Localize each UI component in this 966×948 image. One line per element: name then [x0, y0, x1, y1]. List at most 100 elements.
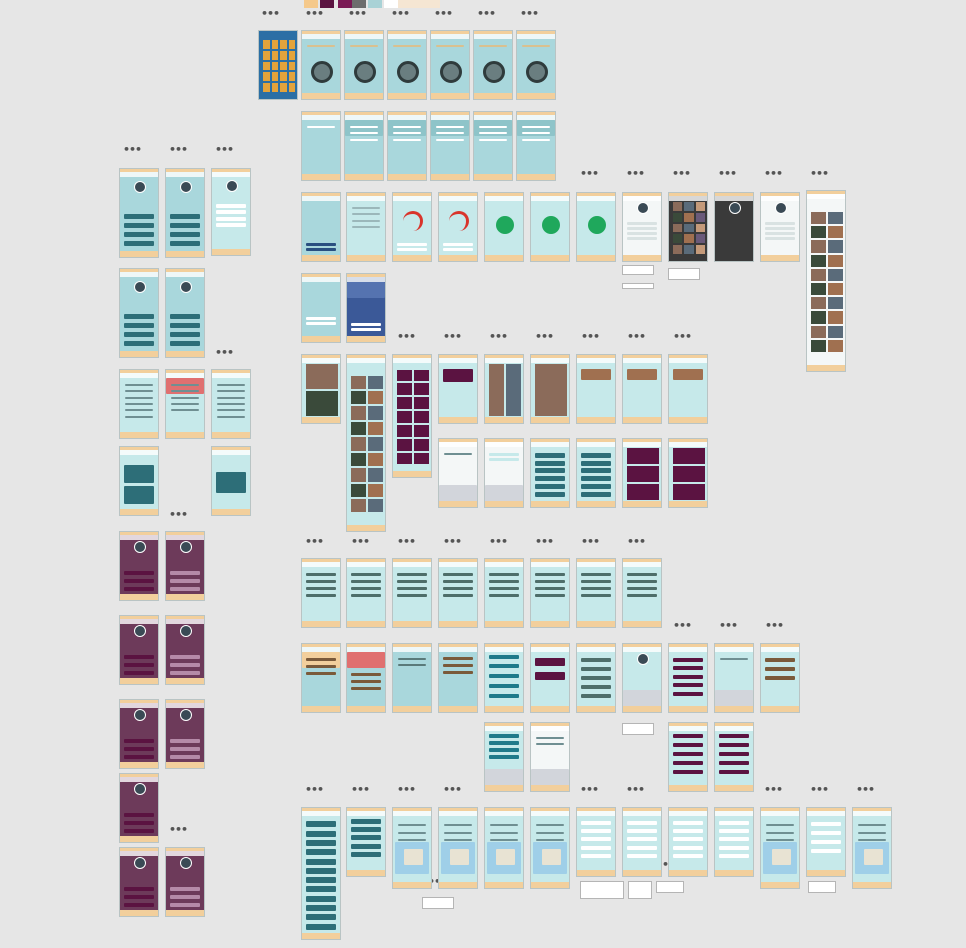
photo-thumbnail: [684, 234, 694, 244]
status-bar: [388, 112, 426, 115]
status-bar: [531, 723, 569, 726]
more-options-icon: •••: [351, 535, 370, 548]
phone-screen: [714, 722, 754, 792]
content-row: [123, 671, 155, 676]
text-line: [124, 402, 154, 405]
nav-bar: [669, 442, 707, 447]
photo-thumbnail: [368, 437, 383, 451]
phone-screen: [119, 615, 159, 685]
nav-bar: [531, 196, 569, 201]
text-line: [535, 737, 565, 739]
content-row: [488, 754, 520, 759]
phone-screen: [668, 438, 708, 508]
photo-thumbnail: [673, 223, 683, 233]
more-options-icon: •••: [626, 783, 645, 796]
content-row: [672, 845, 704, 850]
phone-screen: [484, 558, 524, 628]
content-row: [350, 323, 382, 326]
content-row: [718, 760, 750, 765]
more-options-icon: •••: [627, 330, 646, 343]
nav-bar: [439, 811, 477, 816]
status-bar: [623, 644, 661, 647]
photo-thumbnail: [414, 397, 429, 410]
content-row: [810, 840, 842, 845]
content-row: [169, 894, 201, 899]
more-options-icon: •••: [215, 346, 234, 359]
phone-screen: [473, 111, 513, 181]
phone-screen: [806, 807, 846, 877]
more-options-icon: •••: [169, 508, 188, 521]
phone-screen: [530, 722, 570, 792]
status-bar: [485, 644, 523, 647]
map-land: [496, 849, 516, 866]
content-row: [488, 747, 520, 752]
content-row: [123, 485, 155, 504]
status-bar: [393, 644, 431, 647]
loading-arc: [449, 211, 469, 231]
status-bar: [345, 112, 383, 115]
phone-screen: [438, 354, 478, 424]
phone-screen: [576, 192, 616, 262]
tab-bar: [531, 621, 569, 627]
header-band: [347, 282, 385, 298]
progress-ring: [397, 60, 419, 83]
status-bar: [431, 31, 469, 34]
photo-thumbnail: [263, 39, 270, 49]
content-row: [580, 685, 612, 690]
status-bar: [761, 644, 799, 647]
content-row: [305, 914, 337, 921]
content-row: [350, 852, 382, 858]
map-land: [542, 849, 562, 866]
tab-bar: [715, 706, 753, 712]
content-row: [350, 687, 382, 691]
nav-bar: [212, 450, 250, 455]
avatar: [180, 180, 192, 193]
photo-thumbnail: [368, 498, 383, 513]
status-bar: [531, 193, 569, 196]
photo-thumbnail: [673, 447, 705, 464]
content-row: [672, 683, 704, 688]
content-row: [396, 587, 428, 590]
content-row: [718, 742, 750, 747]
photo-thumbnail: [306, 363, 338, 389]
tab-bar: [715, 785, 753, 791]
tab-bar: [531, 255, 569, 261]
nav-bar: [439, 442, 477, 447]
tab-bar: [347, 255, 385, 261]
tab-bar: [474, 174, 512, 180]
content-row: [672, 751, 704, 756]
tab-bar: [120, 910, 158, 916]
status-bar: [715, 644, 753, 647]
photo-thumbnail: [684, 223, 694, 233]
content-row: [718, 733, 750, 738]
tab-bar: [439, 501, 477, 507]
status-bar: [120, 848, 158, 851]
content-row: [580, 491, 612, 497]
photo-thumbnail: [811, 226, 826, 239]
tab-bar: [623, 870, 661, 876]
content-row: [169, 578, 201, 583]
tab-bar: [577, 870, 615, 876]
avatar: [180, 541, 192, 554]
photo-thumbnail: [271, 61, 278, 71]
tab-bar: [669, 501, 707, 507]
more-options-icon: •••: [397, 330, 416, 343]
photo-thumbnail: [263, 72, 270, 82]
tab-bar: [302, 174, 340, 180]
phone-screen: [668, 807, 708, 877]
photo-thumbnail: [695, 245, 705, 255]
content-row: [396, 243, 428, 247]
dialog-popup: [622, 265, 654, 275]
content-row: [169, 886, 201, 891]
text-line: [765, 839, 795, 842]
more-options-icon: •••: [443, 783, 462, 796]
photo-thumbnail: [280, 50, 287, 60]
status-bar: [393, 559, 431, 562]
content-row: [305, 573, 337, 576]
text-line: [535, 743, 565, 746]
tab-bar: [485, 621, 523, 627]
nav-bar: [393, 647, 431, 652]
palette-swatch: [368, 0, 382, 8]
status-bar: [485, 355, 523, 358]
more-options-icon: •••: [397, 783, 416, 796]
